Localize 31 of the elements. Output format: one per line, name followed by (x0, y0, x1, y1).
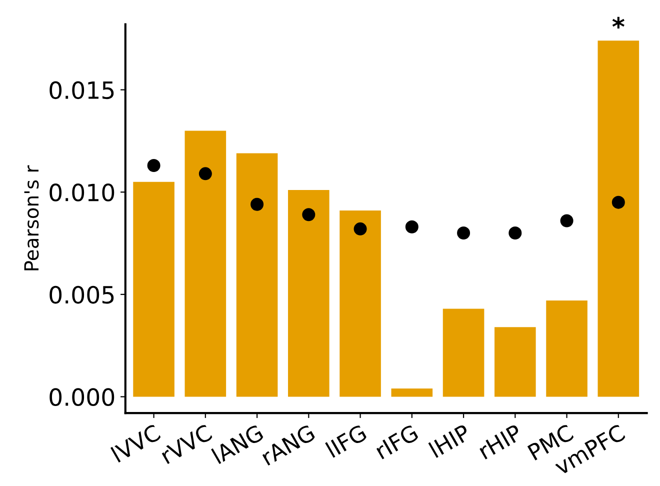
point (198, 167, 212, 180)
x-tick-label: lVVC (110, 423, 162, 463)
point (405, 220, 418, 234)
bar (288, 190, 330, 397)
x-tick-label: rHIP (478, 424, 523, 460)
point (457, 226, 470, 240)
bar (184, 130, 226, 397)
point (612, 196, 625, 209)
bar (391, 388, 433, 397)
annotation: * (612, 16, 624, 29)
point (147, 158, 160, 172)
bar (236, 153, 278, 397)
y-tick-label: 0.005 (50, 286, 114, 304)
y-tick-label: 0.000 (50, 388, 114, 406)
x-tick-label: lIFG (325, 424, 368, 458)
point (508, 226, 522, 240)
bar (546, 300, 588, 397)
y-tick-label: 0.010 (50, 184, 114, 202)
bar (133, 182, 174, 397)
y-tick-label: 0.015 (50, 81, 114, 100)
point (354, 222, 367, 236)
point (302, 208, 316, 222)
point (560, 214, 574, 228)
bar (598, 40, 640, 397)
x-tick-label: rIFG (374, 424, 419, 460)
point (250, 198, 264, 211)
bar (494, 327, 536, 397)
x-tick-label: lHIP (428, 423, 472, 458)
bar (340, 210, 381, 397)
bar (442, 308, 484, 397)
y-axis-title: Pearson's r (24, 165, 39, 270)
